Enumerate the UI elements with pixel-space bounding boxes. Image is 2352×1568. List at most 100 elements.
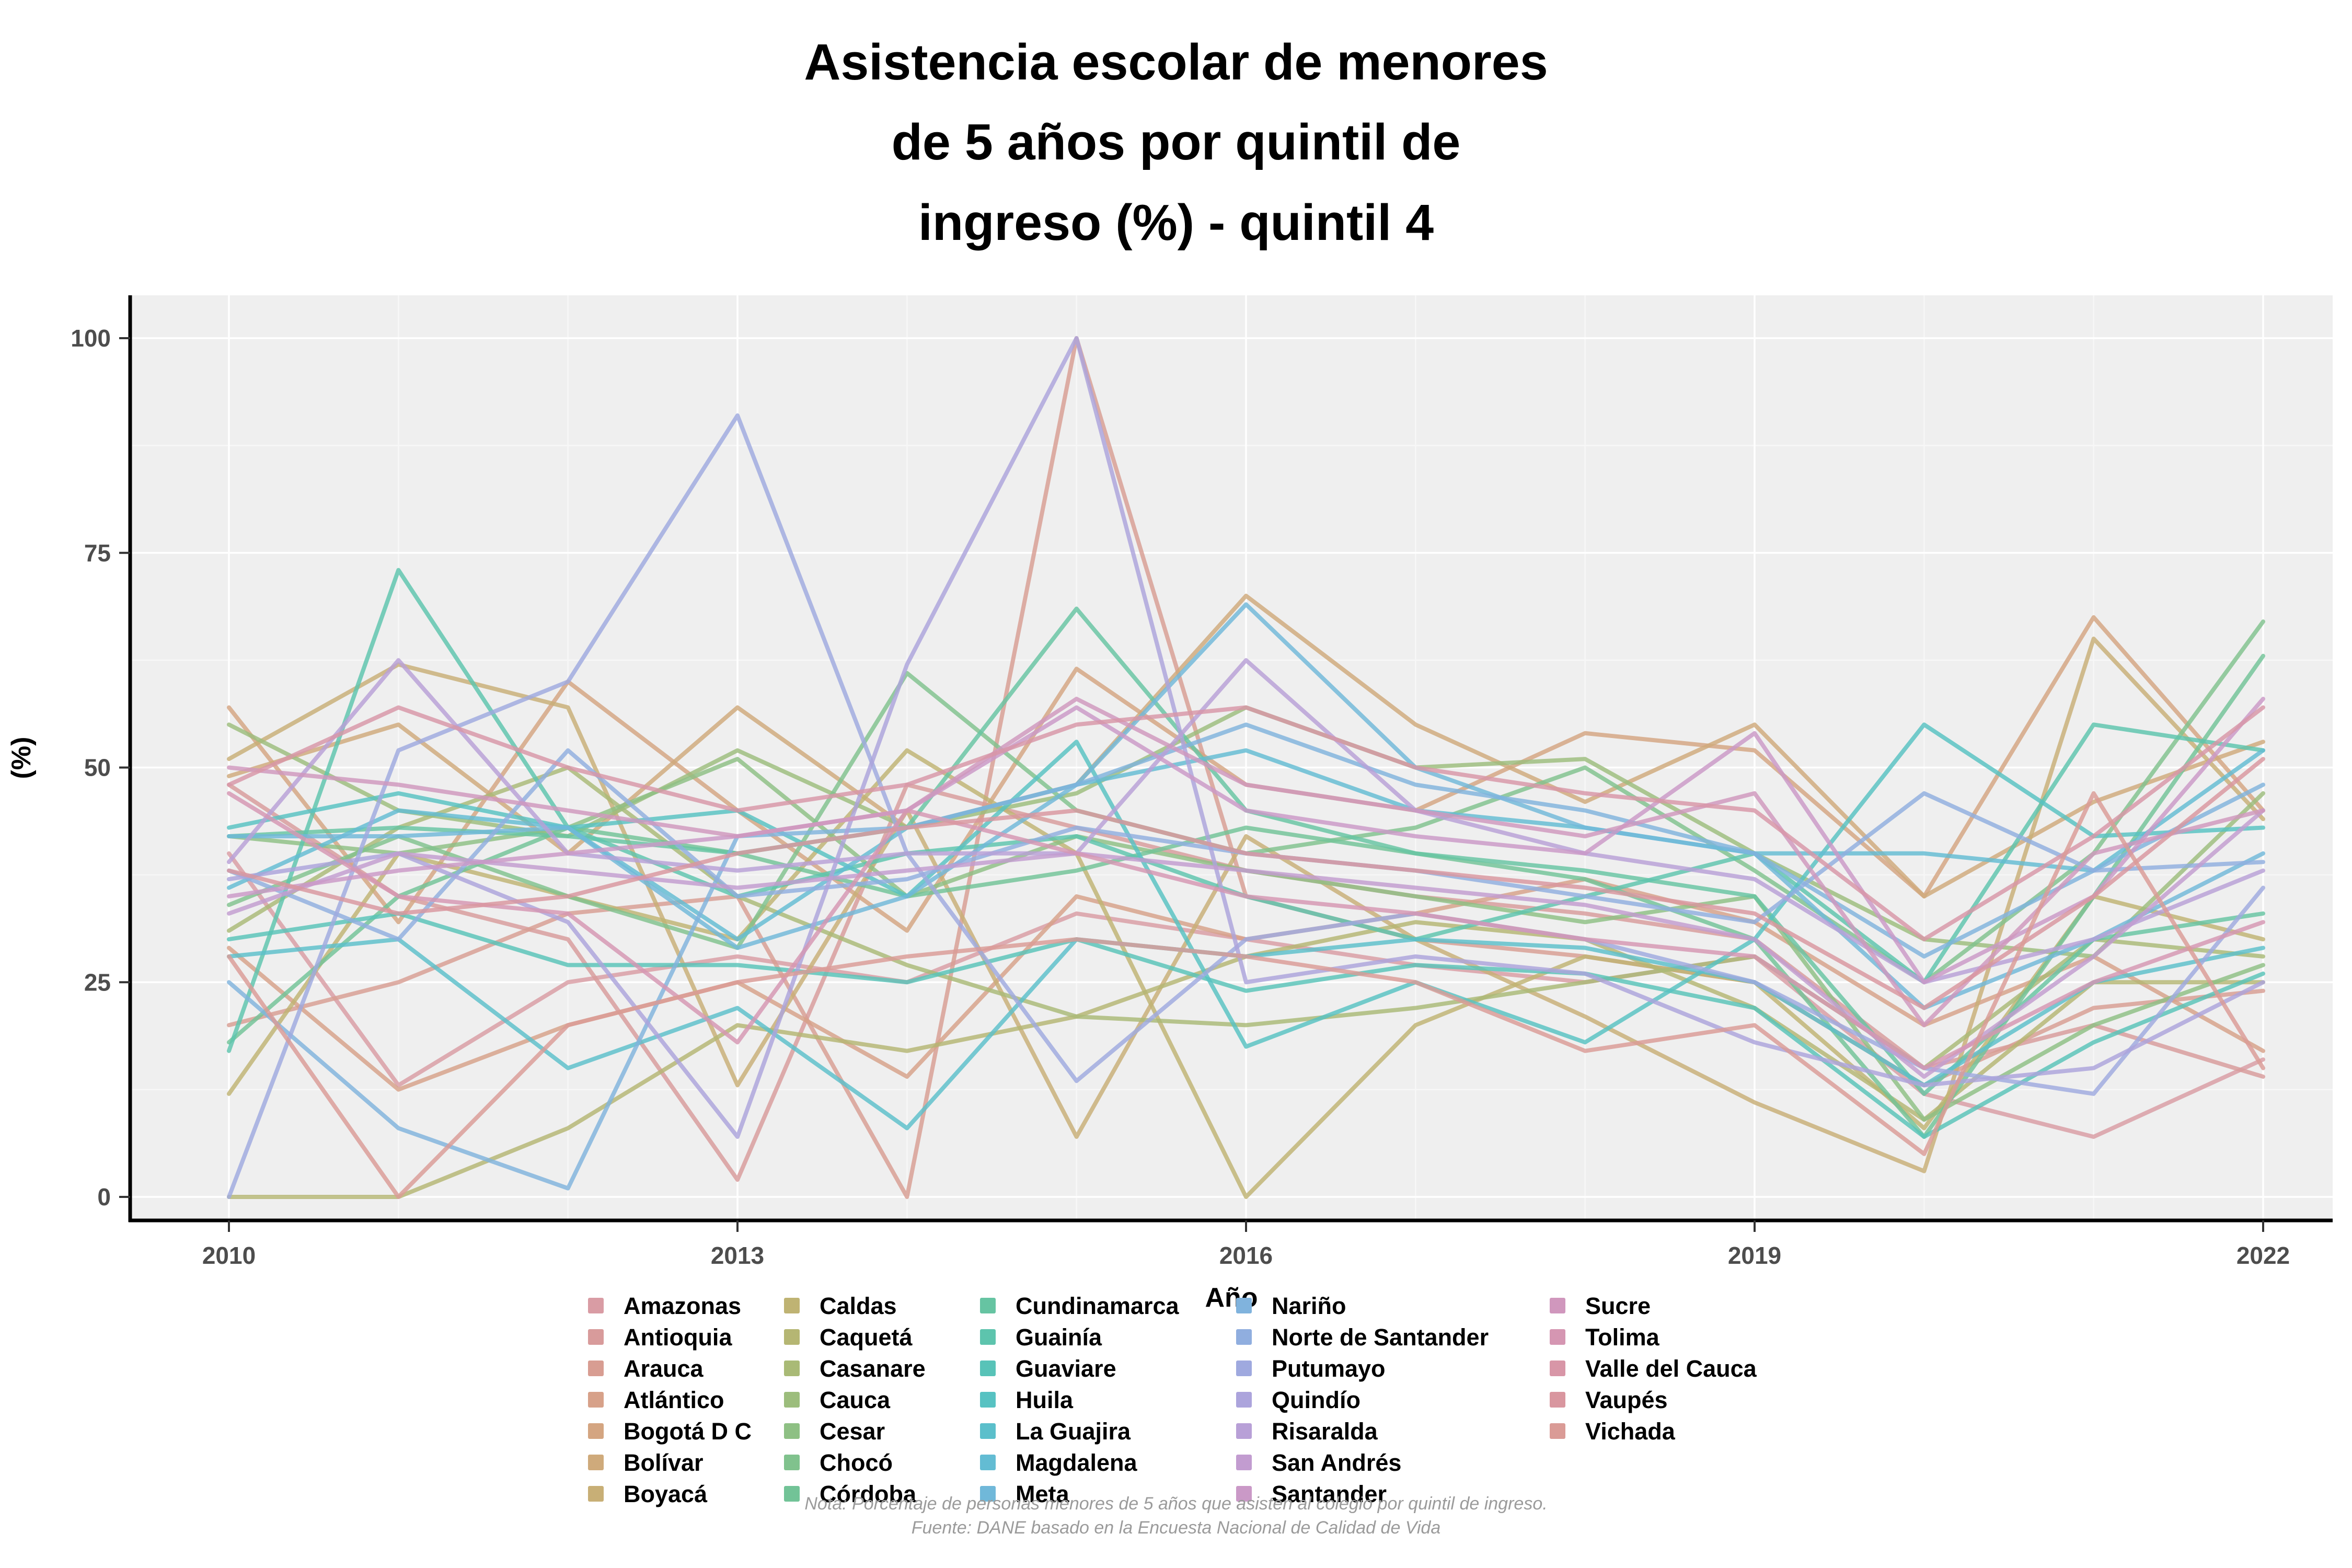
legend-swatch-icon <box>588 1486 604 1502</box>
legend-label: Bolívar <box>624 1449 704 1476</box>
legend-item-cordoba: Córdoba <box>784 1478 980 1509</box>
legend-item-risaralda: Risaralda <box>1236 1415 1550 1447</box>
legend-item-la-guajira: La Guajira <box>980 1415 1236 1447</box>
legend-item-narino: Nariño <box>1236 1290 1550 1321</box>
legend-item-quindio: Quindío <box>1236 1384 1550 1415</box>
series-line-sucre <box>227 697 2265 1028</box>
legend-swatch-icon <box>1550 1423 1565 1439</box>
legend-item-valle-del-cauca: Valle del Cauca <box>1550 1353 1764 1384</box>
x-tick-label-2010: 2010 <box>202 1242 256 1269</box>
legend-item-caldas: Caldas <box>784 1290 980 1321</box>
legend-label: Chocó <box>820 1449 893 1476</box>
legend-swatch-icon <box>1236 1329 1252 1345</box>
legend-swatch-icon <box>1236 1361 1252 1376</box>
legend-swatch-icon <box>980 1298 996 1313</box>
legend-label: Cesar <box>820 1417 885 1445</box>
series-line-san-andres <box>227 808 2265 1079</box>
legend-label: Casanare <box>820 1355 926 1382</box>
legend-label: Bogotá D C <box>624 1417 752 1445</box>
chart-title: Asistencia escolar de menores de 5 años … <box>0 22 2352 262</box>
legend-item-vaupes: Vaupés <box>1550 1384 1764 1415</box>
legend-swatch-icon <box>980 1423 996 1439</box>
legend-item-san-andres: San Andrés <box>1236 1447 1550 1478</box>
legend-label: Amazonas <box>624 1292 742 1319</box>
legend-label: Valle del Cauca <box>1585 1355 1757 1382</box>
legend-label: Meta <box>1016 1480 1069 1507</box>
legend-item-amazonas: Amazonas <box>588 1290 784 1321</box>
legend-label: Córdoba <box>820 1480 916 1507</box>
legend-item-santander: Santander <box>1236 1478 1550 1509</box>
legend-label: Tolima <box>1585 1323 1659 1351</box>
legend-item-magdalena: Magdalena <box>980 1447 1236 1478</box>
legend-label: Cauca <box>820 1386 891 1413</box>
footnote-nota: Nota: Porcentaje de personas menores de … <box>804 1494 1548 1514</box>
legend-swatch-icon <box>784 1455 800 1470</box>
legend-column-2: Caldas Caquetá Casanare Cauca Cesar Chocó Córd… <box>784 1290 980 1509</box>
legend-swatch-icon <box>980 1361 996 1376</box>
x-tick-label-2022: 2022 <box>2236 1242 2290 1269</box>
legend-label: Atlántico <box>624 1386 724 1413</box>
legend-swatch-icon <box>1236 1423 1252 1439</box>
legend-item-cesar: Cesar <box>784 1415 980 1447</box>
legend-column-1: Amazonas Antioquia Arauca Atlántico Bogotá D… <box>588 1290 784 1509</box>
legend-item-huila: Huila <box>980 1384 1236 1415</box>
legend-label: Caldas <box>820 1292 897 1319</box>
legend-label: Magdalena <box>1016 1449 1137 1476</box>
legend: Amazonas Antioquia Arauca Atlántico Bogotá D… <box>588 1290 1764 1509</box>
legend-item-bolivar: Bolívar <box>588 1447 784 1478</box>
legend-item-guainia: Guainía <box>980 1321 1236 1353</box>
legend-label: Cundinamarca <box>1016 1292 1179 1319</box>
chart-title-line-3: ingreso (%) - quintil 4 <box>918 193 1434 251</box>
legend-swatch-icon <box>784 1423 800 1439</box>
legend-column-3: Cundinamarca Guainía Guaviare Huila La Guaji… <box>980 1290 1236 1509</box>
series-line-valle-del-cauca <box>227 705 2265 942</box>
legend-item-boyaca: Boyacá <box>588 1478 784 1509</box>
legend-swatch-icon <box>588 1361 604 1376</box>
footnote-fuente: Fuente: DANE basado en la Encuesta Nacio… <box>911 1518 1441 1538</box>
legend-swatch-icon <box>784 1329 800 1345</box>
x-tick-label-2016: 2016 <box>1219 1242 1273 1269</box>
legend-item-cundinamarca: Cundinamarca <box>980 1290 1236 1321</box>
chart-title-line-2: de 5 años por quintil de <box>891 113 1461 171</box>
legend-label: Boyacá <box>624 1480 708 1507</box>
series-line-boyaca <box>227 637 2265 1173</box>
legend-swatch-icon <box>980 1329 996 1345</box>
legend-label: San Andrés <box>1272 1449 1402 1476</box>
legend-swatch-icon <box>1236 1455 1252 1470</box>
series-line-vichada <box>227 791 2265 1199</box>
legend-swatch-icon <box>1236 1392 1252 1408</box>
legend-swatch-icon <box>588 1455 604 1470</box>
legend-item-norte-de-santander: Norte de Santander <box>1236 1321 1550 1353</box>
legend-label: Nariño <box>1272 1292 1346 1319</box>
legend-item-caqueta: Caquetá <box>784 1321 980 1353</box>
legend-label: La Guajira <box>1016 1417 1131 1445</box>
series-line-narino <box>227 722 2265 1191</box>
series-line-santander <box>227 697 2265 985</box>
legend-swatch-icon <box>784 1392 800 1408</box>
legend-swatch-icon <box>784 1486 800 1502</box>
legend-swatch-icon <box>980 1486 996 1502</box>
legend-label: Risaralda <box>1272 1417 1378 1445</box>
legend-swatch-icon <box>980 1455 996 1470</box>
x-tick-label-2019: 2019 <box>1728 1242 1781 1269</box>
legend-column-5: Sucre Tolima Valle del Cauca Vaupés Vichada <box>1550 1290 1764 1447</box>
y-tick-label-0: 0 <box>97 1183 111 1210</box>
legend-item-antioquia: Antioquia <box>588 1321 784 1353</box>
chart-title-line-1: Asistencia escolar de menores <box>804 33 1548 90</box>
y-tick-label-25: 25 <box>84 969 111 996</box>
legend-label: Arauca <box>624 1355 704 1382</box>
series-line-tolima <box>227 791 2265 1070</box>
legend-item-vichada: Vichada <box>1550 1415 1764 1447</box>
legend-swatch-icon <box>1550 1329 1565 1345</box>
x-tick-label-2013: 2013 <box>711 1242 764 1269</box>
legend-swatch-icon <box>588 1392 604 1408</box>
y-tick-label-50: 50 <box>84 754 111 781</box>
legend-swatch-icon <box>588 1329 604 1345</box>
legend-swatch-icon <box>1550 1361 1565 1376</box>
legend-item-sucre: Sucre <box>1550 1290 1764 1321</box>
series-line-guaviare <box>227 911 2265 1139</box>
legend-swatch-icon <box>588 1298 604 1313</box>
legend-swatch-icon <box>1550 1298 1565 1313</box>
